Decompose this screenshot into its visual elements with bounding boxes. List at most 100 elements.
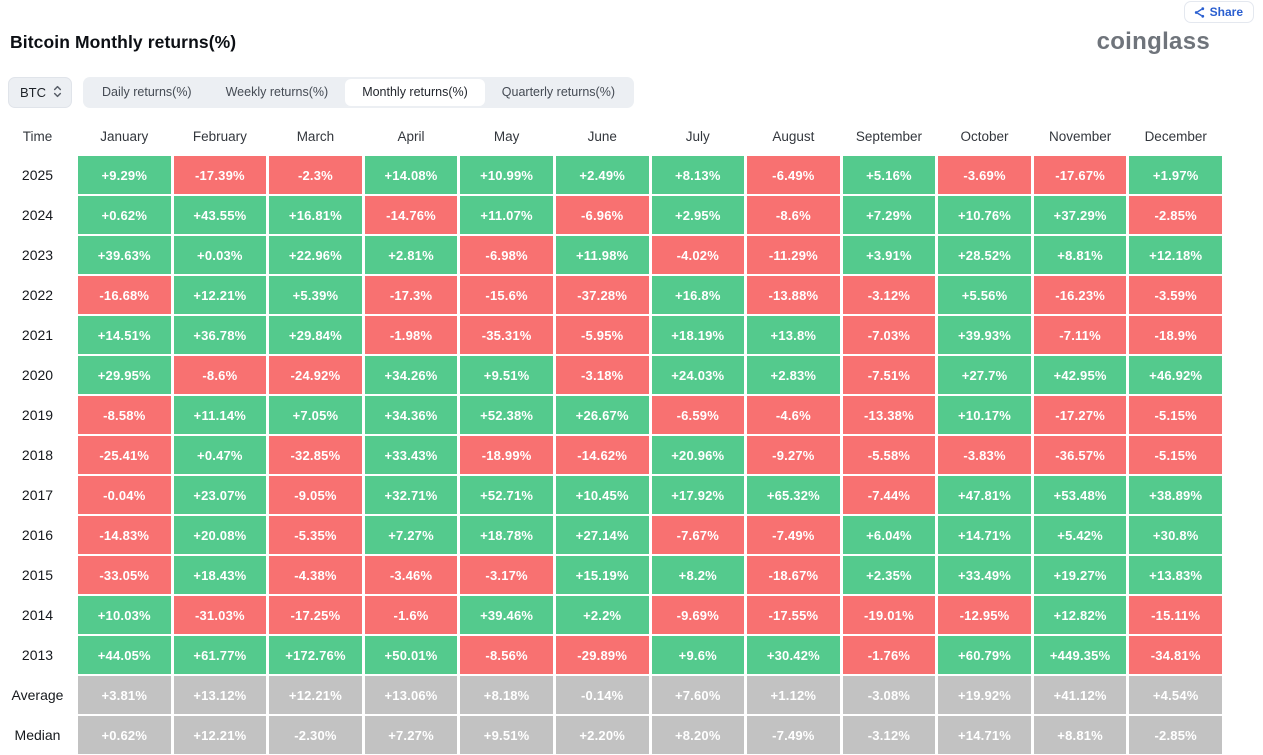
table-row: 2014 +10.03% -31.03% -17.25% -1.6% +39.46% +2.… bbox=[0, 596, 1222, 634]
return-cell: -2.3% bbox=[269, 156, 362, 194]
share-nodes-icon bbox=[1193, 6, 1206, 19]
return-cell: -3.69% bbox=[938, 156, 1031, 194]
return-cell: +10.45% bbox=[555, 476, 649, 514]
return-cell: -7.49% bbox=[747, 516, 840, 554]
tab-monthly-returns[interactable]: Monthly returns(%) bbox=[345, 79, 485, 106]
return-cell: -18.99% bbox=[460, 436, 553, 474]
return-cell: -17.39% bbox=[173, 156, 267, 194]
return-cell: -1.98% bbox=[364, 316, 458, 354]
return-cell: +2.35% bbox=[842, 556, 936, 594]
return-cell: +41.12% bbox=[1033, 676, 1127, 714]
return-cell: +12.21% bbox=[173, 276, 267, 314]
return-cell: +36.78% bbox=[173, 316, 267, 354]
return-cell: -17.67% bbox=[1033, 156, 1127, 194]
return-cell: +7.29% bbox=[842, 196, 936, 234]
return-cell: +52.38% bbox=[460, 396, 553, 434]
return-cell: -7.11% bbox=[1033, 316, 1127, 354]
table-row: 2015 -33.05% +18.43% -4.38% -3.46% -3.17% +15.… bbox=[0, 556, 1222, 594]
return-cell: +38.89% bbox=[1129, 476, 1222, 514]
return-cell: -7.44% bbox=[842, 476, 936, 514]
column-header: Time bbox=[22, 128, 53, 144]
return-cell: +18.78% bbox=[460, 516, 553, 554]
row-label: 2024 bbox=[21, 207, 54, 223]
return-cell: +19.27% bbox=[1033, 556, 1127, 594]
table-row: 2024 +0.62% +43.55% +16.81% -14.76% +11.07% -6… bbox=[0, 196, 1222, 234]
return-cell: +2.49% bbox=[555, 156, 649, 194]
return-cell: -29.89% bbox=[555, 636, 649, 674]
row-label: 2018 bbox=[21, 447, 54, 463]
return-cell: +61.77% bbox=[173, 636, 267, 674]
table-header-row: Time January February March April May June July… bbox=[0, 119, 1222, 153]
return-cell: +52.71% bbox=[460, 476, 553, 514]
return-cell: -14.62% bbox=[555, 436, 649, 474]
return-cell: +13.06% bbox=[364, 676, 458, 714]
return-cell: -8.6% bbox=[173, 356, 267, 394]
return-cell: -17.27% bbox=[1033, 396, 1127, 434]
return-cell: -7.51% bbox=[842, 356, 936, 394]
return-cell: -6.59% bbox=[651, 396, 745, 434]
column-header: January bbox=[100, 128, 149, 144]
return-cell: +10.03% bbox=[78, 596, 171, 634]
return-cell: +1.12% bbox=[747, 676, 840, 714]
return-cell: +14.71% bbox=[938, 516, 1031, 554]
return-cell: +2.81% bbox=[364, 236, 458, 274]
return-cell: -24.92% bbox=[269, 356, 362, 394]
return-cell: +5.42% bbox=[1033, 516, 1127, 554]
return-cell: -7.49% bbox=[747, 716, 840, 754]
return-cell: -3.17% bbox=[460, 556, 553, 594]
row-label: 2019 bbox=[21, 407, 54, 423]
return-cell: -17.55% bbox=[747, 596, 840, 634]
return-cell: +43.55% bbox=[173, 196, 267, 234]
chevron-up-down-icon bbox=[53, 85, 62, 101]
return-cell: -31.03% bbox=[173, 596, 267, 634]
tab-daily-returns[interactable]: Daily returns(%) bbox=[85, 79, 209, 106]
share-button[interactable]: Share bbox=[1183, 1, 1254, 23]
return-cell: +19.92% bbox=[938, 676, 1031, 714]
return-cell: -13.88% bbox=[747, 276, 840, 314]
return-cell: -18.9% bbox=[1129, 316, 1222, 354]
return-cell: +39.63% bbox=[78, 236, 171, 274]
coin-select[interactable]: BTC bbox=[8, 77, 72, 108]
return-cell: -8.56% bbox=[460, 636, 553, 674]
return-cell: +8.81% bbox=[1033, 716, 1127, 754]
return-cell: +29.84% bbox=[269, 316, 362, 354]
return-cell: -3.83% bbox=[938, 436, 1031, 474]
row-label: Median bbox=[14, 727, 61, 743]
return-cell: -15.6% bbox=[460, 276, 553, 314]
return-cell: +11.98% bbox=[555, 236, 649, 274]
return-cell: +12.82% bbox=[1033, 596, 1127, 634]
tab-weekly-returns[interactable]: Weekly returns(%) bbox=[209, 79, 346, 106]
row-label: Average bbox=[11, 687, 64, 703]
return-cell: +30.8% bbox=[1129, 516, 1222, 554]
return-cell: -1.76% bbox=[842, 636, 936, 674]
return-cell: +15.19% bbox=[555, 556, 649, 594]
return-cell: +11.07% bbox=[460, 196, 553, 234]
page-header: Bitcoin Monthly returns(%) coinglass bbox=[0, 0, 1263, 56]
return-cell: -14.83% bbox=[78, 516, 171, 554]
return-cell: +18.43% bbox=[173, 556, 267, 594]
return-cell: -11.29% bbox=[747, 236, 840, 274]
return-cell: +7.27% bbox=[364, 516, 458, 554]
return-cell: +8.2% bbox=[651, 556, 745, 594]
return-cell: -3.12% bbox=[842, 276, 936, 314]
return-cell: +23.07% bbox=[173, 476, 267, 514]
return-cell: +13.12% bbox=[173, 676, 267, 714]
return-cell: +13.83% bbox=[1129, 556, 1222, 594]
table-row: 2023 +39.63% +0.03% +22.96% +2.81% -6.98% +11.… bbox=[0, 236, 1222, 274]
return-cell: +34.26% bbox=[364, 356, 458, 394]
column-header: November bbox=[1048, 128, 1112, 144]
return-cell: +27.7% bbox=[938, 356, 1031, 394]
tab-quarterly-returns[interactable]: Quarterly returns(%) bbox=[485, 79, 632, 106]
return-cell: +172.76% bbox=[269, 636, 362, 674]
return-cell: +12.21% bbox=[173, 716, 267, 754]
return-cell: -6.49% bbox=[747, 156, 840, 194]
return-cell: +14.08% bbox=[364, 156, 458, 194]
return-cell: +32.71% bbox=[364, 476, 458, 514]
return-cell: +8.13% bbox=[651, 156, 745, 194]
return-cell: -5.15% bbox=[1129, 396, 1222, 434]
table-row: 2022 -16.68% +12.21% +5.39% -17.3% -15.6% -37.… bbox=[0, 276, 1222, 314]
return-cell: -2.30% bbox=[269, 716, 362, 754]
return-cell: +10.76% bbox=[938, 196, 1031, 234]
row-label: 2022 bbox=[21, 287, 54, 303]
return-cell: +11.14% bbox=[173, 396, 267, 434]
